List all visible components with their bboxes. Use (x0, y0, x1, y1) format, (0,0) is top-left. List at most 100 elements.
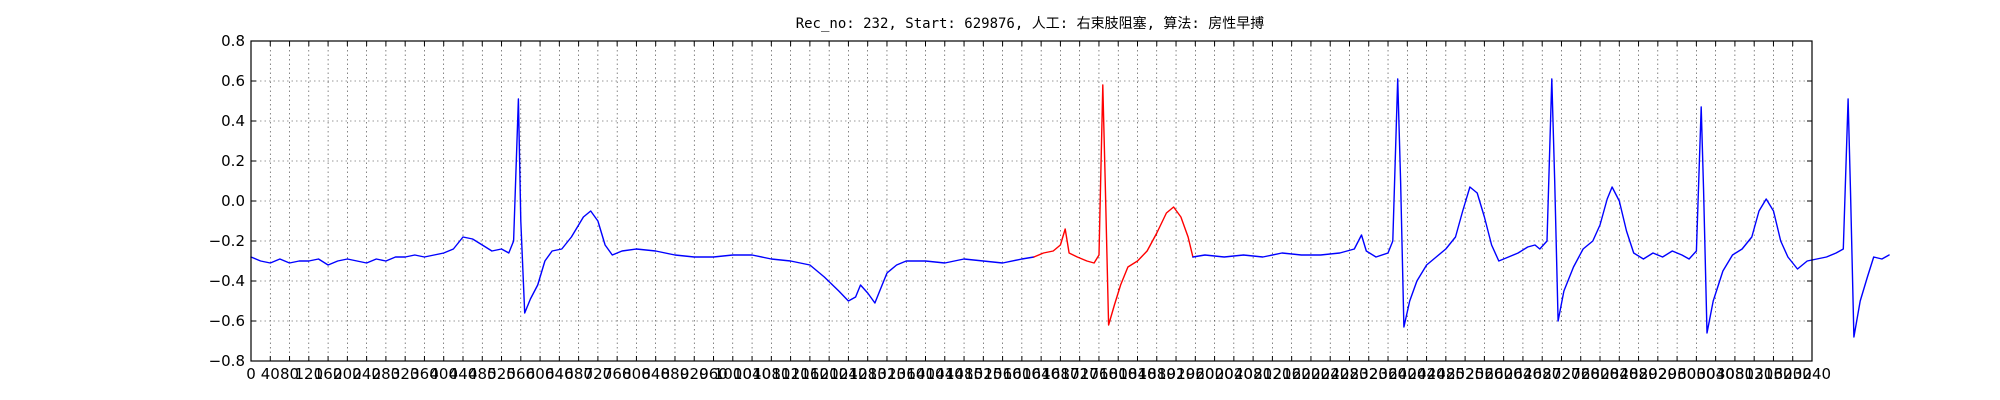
x-tick-label: 680 (564, 365, 593, 383)
x-tick-label: 2000 (1195, 365, 1233, 383)
x-tick-label: 3080 (1716, 365, 1754, 383)
x-tick-label: 1240 (829, 365, 867, 383)
x-tick-label: 2920 (1639, 365, 1677, 383)
x-tick-label: 1760 (1080, 365, 1118, 383)
x-tick-label: 1960 (1176, 365, 1214, 383)
series-layer (250, 78, 1890, 338)
x-tick-label: 640 (545, 365, 574, 383)
x-tick-label: 1440 (926, 365, 964, 383)
x-tick-label: 1280 (849, 365, 887, 383)
y-tick-labels: −0.8 −0.6 −0.4 −0.2 0.0 0.2 0.4 0.6 0.8 (209, 32, 245, 370)
x-tick-label: 1680 (1041, 365, 1079, 383)
x-tick-label: 2680 (1523, 365, 1561, 383)
x-tick-label: 1640 (1022, 365, 1060, 383)
x-tick-label: 2520 (1446, 365, 1484, 383)
x-tick-label: 920 (680, 365, 709, 383)
x-tick-label: 3040 (1697, 365, 1735, 383)
x-tick-label: 2360 (1369, 365, 1407, 383)
x-tick-label: 2640 (1504, 365, 1542, 383)
y-tick-label: 0.0 (221, 192, 245, 210)
x-tick-label: 1840 (1118, 365, 1156, 383)
x-tick-label: 3160 (1754, 365, 1792, 383)
x-tick-label: 880 (661, 365, 690, 383)
y-tick-label: 0.2 (221, 152, 245, 170)
y-tick-label: 0.8 (221, 32, 245, 50)
x-tick-label: 2200 (1292, 365, 1330, 383)
x-tick-label: 2600 (1485, 365, 1523, 383)
x-tick-label: 1360 (887, 365, 925, 383)
x-tick-label: 1480 (945, 365, 983, 383)
x-tick-label: 160 (314, 365, 343, 383)
x-tick-labels: 0 40 8012016020024028032036040044048052056… (246, 365, 1831, 383)
x-tick-label: 2760 (1562, 365, 1600, 383)
x-tick-label: 720 (584, 365, 613, 383)
x-tick-label: 2800 (1581, 365, 1619, 383)
x-tick-label: 0 (246, 365, 256, 383)
x-tick-label: 1400 (906, 365, 944, 383)
x-tick-label: 600 (526, 365, 555, 383)
x-tick-label: 560 (506, 365, 535, 383)
x-tick-label: 1560 (983, 365, 1021, 383)
x-tick-label: 3240 (1793, 365, 1831, 383)
x-tick-label: 1720 (1061, 365, 1099, 383)
x-tick-label: 760 (603, 365, 632, 383)
y-tick-label: 0.6 (221, 72, 245, 90)
x-tick-label: 40 (261, 365, 280, 383)
x-tick-label: 2480 (1427, 365, 1465, 383)
y-tick-label: 0.4 (221, 112, 245, 130)
x-tick-label: 2720 (1542, 365, 1580, 383)
x-tick-label: 1800 (1099, 365, 1137, 383)
x-tick-label: 1200 (810, 365, 848, 383)
x-tick-label: 1000 (714, 365, 752, 383)
x-tick-label: 840 (641, 365, 670, 383)
x-tick-label: 1880 (1138, 365, 1176, 383)
y-tick-label: −0.8 (209, 352, 245, 370)
x-tick-label: 2080 (1234, 365, 1272, 383)
x-tick-label: 1080 (752, 365, 790, 383)
x-tick-label: 1920 (1157, 365, 1195, 383)
x-tick-label: 240 (352, 365, 381, 383)
x-tick-label: 480 (468, 365, 497, 383)
x-tick-label: 1040 (733, 365, 771, 383)
x-tick-label: 2240 (1311, 365, 1349, 383)
x-tick-label: 440 (449, 365, 478, 383)
x-tick-label: 2880 (1619, 365, 1657, 383)
x-tick-label: 80 (280, 365, 299, 383)
x-tick-label: 320 (391, 365, 420, 383)
x-tick-label: 1320 (868, 365, 906, 383)
x-tick-label: 960 (699, 365, 728, 383)
x-tick-label: 200 (333, 365, 362, 383)
x-tick-label: 3200 (1774, 365, 1812, 383)
x-tick-label: 1520 (964, 365, 1002, 383)
ecg-series-line-1 (250, 98, 1035, 314)
y-tick-label: −0.6 (209, 312, 245, 330)
x-tick-label: 3120 (1735, 365, 1773, 383)
x-tick-label: 2280 (1330, 365, 1368, 383)
x-tick-label: 2960 (1658, 365, 1696, 383)
y-tick-label: −0.4 (209, 272, 245, 290)
x-tick-label: 2440 (1407, 365, 1445, 383)
x-tick-label: 2320 (1350, 365, 1388, 383)
x-tick-label: 3000 (1677, 365, 1715, 383)
y-tick-label: −0.2 (209, 232, 245, 250)
grid-lines (250, 40, 1813, 362)
x-tick-label: 1160 (791, 365, 829, 383)
x-tick-label: 120 (294, 365, 323, 383)
chart-title: Rec_no: 232, Start: 629876, 人工: 右束肢阻塞, 算… (796, 15, 1265, 32)
x-tick-label: 2120 (1253, 365, 1291, 383)
ecg-series-line-3 (1192, 78, 1890, 338)
x-tick-label: 800 (622, 365, 651, 383)
x-tick-label: 280 (372, 365, 401, 383)
x-tick-label: 2560 (1465, 365, 1503, 383)
x-tick-label: 400 (429, 365, 458, 383)
x-tick-label: 2840 (1600, 365, 1638, 383)
x-tick-label: 360 (410, 365, 439, 383)
x-tick-label: 1600 (1003, 365, 1041, 383)
x-tick-label: 1120 (772, 365, 810, 383)
x-tick-label: 2160 (1273, 365, 1311, 383)
ecg-series-line-2 (1033, 84, 1194, 326)
x-tick-label: 2400 (1388, 365, 1426, 383)
tick-marks (250, 40, 1813, 362)
x-tick-label: 2040 (1215, 365, 1253, 383)
